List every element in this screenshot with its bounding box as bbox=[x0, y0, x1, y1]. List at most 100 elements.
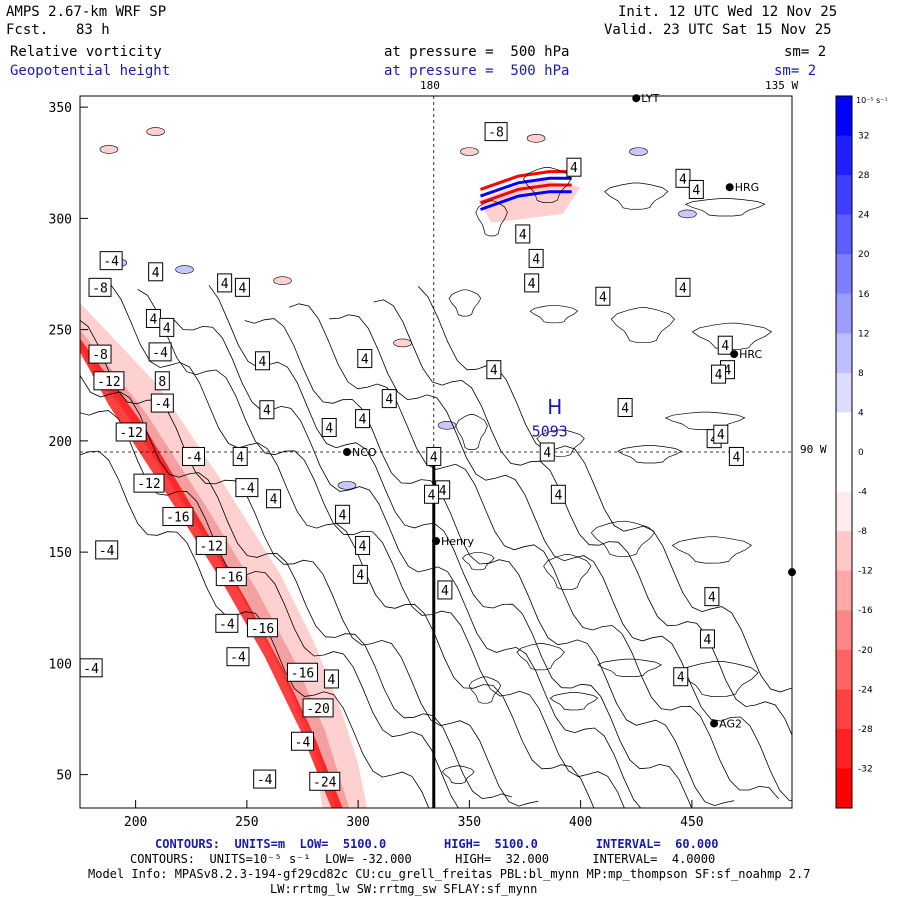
contour-label-box bbox=[566, 157, 582, 177]
colorbar-bin bbox=[836, 412, 852, 453]
vort-contour bbox=[448, 289, 482, 317]
contour-label: -12 bbox=[97, 375, 120, 390]
contour-label-box bbox=[246, 618, 278, 638]
contour-label: 4 bbox=[236, 450, 244, 465]
contour-label-box bbox=[381, 389, 397, 409]
contour-label: 4 bbox=[439, 484, 447, 499]
colorbar-tick-label: -16 bbox=[858, 606, 873, 616]
x-tick-label: 350 bbox=[458, 815, 481, 830]
contour-label: 4 bbox=[554, 488, 562, 503]
y-tick-label: 250 bbox=[49, 324, 72, 339]
contour-label-box bbox=[484, 122, 508, 142]
contour-label-box bbox=[675, 168, 691, 188]
contour-label: -4 bbox=[152, 346, 168, 361]
init-time: Init. 12 UTC Wed 12 Nov 25 bbox=[618, 4, 838, 20]
contour-label: -12 bbox=[137, 477, 160, 492]
footer-physics-info: LW:rrtmg_lw SW:rrtmg_sw SFLAY:sf_mynn bbox=[270, 882, 538, 896]
contour-label-box bbox=[524, 273, 540, 293]
contour-label-box bbox=[321, 418, 337, 438]
vort-blob bbox=[146, 127, 165, 136]
vort-contour bbox=[329, 314, 792, 802]
vort-blob bbox=[337, 481, 357, 490]
colorbar-bin bbox=[836, 610, 852, 651]
vort-contour bbox=[137, 289, 625, 808]
colorbar-bin bbox=[836, 372, 852, 413]
station-label: AG2 bbox=[719, 717, 742, 730]
jet-stripe bbox=[479, 183, 572, 205]
contour-label-box bbox=[150, 393, 174, 413]
contour-label-box bbox=[148, 342, 172, 362]
vort-contour bbox=[288, 303, 780, 800]
contour-label-box bbox=[675, 277, 691, 297]
colorbar-tick-label: -20 bbox=[858, 646, 873, 656]
colorbar-bin bbox=[836, 135, 852, 176]
vort-contour bbox=[173, 318, 642, 808]
contour-label-box bbox=[162, 507, 194, 527]
vort-blob bbox=[460, 147, 479, 156]
x-tick-label: 250 bbox=[235, 815, 258, 830]
footer-vort-contours: CONTOURS: UNITS=10⁻⁵ s⁻¹ LOW= -32.000 HI… bbox=[130, 852, 716, 866]
contour-label-box bbox=[486, 360, 502, 380]
valid-time: Valid. 23 UTC Sat 15 Nov 25 bbox=[604, 22, 832, 38]
vort-contour bbox=[684, 198, 766, 217]
contour-label-box bbox=[254, 351, 270, 371]
contour-label-box bbox=[148, 262, 164, 282]
vort-contour bbox=[523, 167, 572, 203]
jet-stripe bbox=[480, 170, 572, 191]
contour-label-box bbox=[673, 667, 689, 687]
contour-label: 4 bbox=[717, 428, 725, 443]
contour-label-box bbox=[688, 179, 704, 199]
plot-frame bbox=[79, 95, 793, 809]
contour-label: 4 bbox=[270, 493, 278, 508]
jet-outer bbox=[478, 178, 581, 223]
field1-label: Relative vorticity bbox=[10, 44, 162, 60]
colorbar-tick-label: -32 bbox=[858, 764, 873, 774]
vort-blob bbox=[175, 265, 194, 274]
contour-label-box bbox=[133, 473, 165, 493]
colorbar-tick-label: -28 bbox=[858, 725, 873, 735]
y-tick-label: 200 bbox=[49, 435, 72, 450]
contour-label: -4 bbox=[257, 773, 273, 788]
colorbar-bin bbox=[836, 768, 852, 809]
station-dot bbox=[432, 537, 440, 545]
colorbar-tick-label: 0 bbox=[858, 448, 864, 458]
station-dot bbox=[632, 94, 641, 103]
axis-ticks: 200 250 300 350 400 450 50 100 150 200 250 300 350 bbox=[49, 101, 704, 830]
contour-label-box bbox=[309, 771, 341, 791]
contour-label: -4 bbox=[103, 255, 119, 270]
contour-label-box bbox=[357, 349, 373, 369]
contour-label: -8 bbox=[92, 281, 108, 296]
contour-label-box bbox=[93, 371, 125, 391]
vort-contour bbox=[475, 200, 508, 237]
vort-contour bbox=[617, 445, 682, 464]
vort-contour bbox=[80, 450, 430, 808]
contour-label: 4 bbox=[150, 313, 158, 328]
colorbar-bin bbox=[836, 689, 852, 730]
colorbar-tick-label: 32 bbox=[858, 132, 869, 142]
high-marker: H bbox=[547, 395, 562, 419]
vort-contour bbox=[441, 765, 475, 784]
contour-label: -4 bbox=[219, 617, 235, 632]
colorbar-bin bbox=[836, 570, 852, 611]
colorbar-tick-label: -12 bbox=[858, 567, 873, 577]
contour-label-box bbox=[550, 484, 566, 504]
contour-label: 4 bbox=[490, 364, 498, 379]
contour-label: 4 bbox=[221, 277, 229, 292]
vort-blob bbox=[437, 420, 457, 430]
contour-label-box bbox=[711, 364, 727, 384]
contour-label-box bbox=[99, 251, 123, 271]
colorbar-tick-label: -4 bbox=[858, 488, 867, 498]
station-dot bbox=[343, 448, 351, 456]
contour-label-box bbox=[232, 446, 248, 466]
x-tick-label: 400 bbox=[569, 815, 592, 830]
contour-label: 4 bbox=[359, 539, 367, 554]
contour-label: 4 bbox=[441, 584, 449, 599]
contour-label: 4 bbox=[704, 633, 712, 648]
vort-contour bbox=[597, 658, 662, 677]
contour-label: 4 bbox=[732, 450, 740, 465]
colorbar-units: 10⁻⁵ s⁻¹ bbox=[856, 96, 888, 105]
contour-label: 4 bbox=[519, 228, 527, 243]
contour-label: -4 bbox=[99, 544, 115, 559]
vort-contour bbox=[610, 307, 675, 344]
vort-contour bbox=[80, 319, 539, 807]
